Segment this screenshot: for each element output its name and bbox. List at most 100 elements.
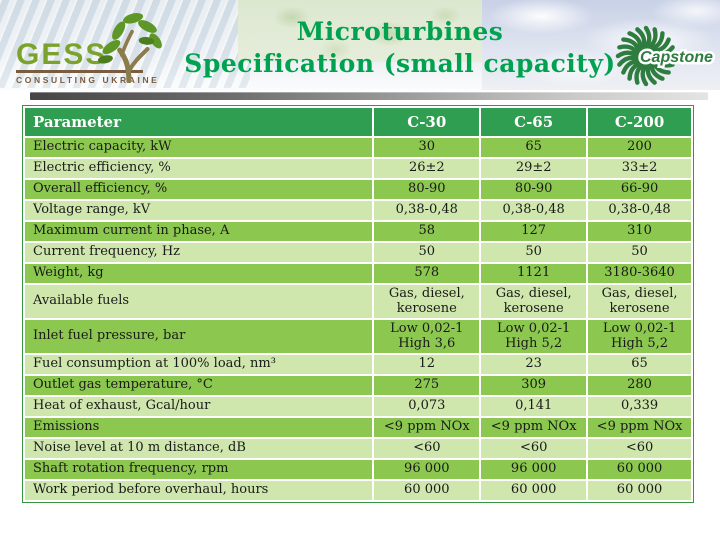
param-cell: Electric capacity, kW xyxy=(22,136,375,159)
value-cell: <60 xyxy=(586,437,693,460)
table-row: Maximum current in phase, A 58 127 310 xyxy=(22,220,693,243)
param-cell: Current frequency, Hz xyxy=(22,241,375,264)
param-cell: Weight, kg xyxy=(22,262,375,285)
value-cell: 58 xyxy=(372,220,482,243)
value-cell: Gas, diesel, kerosene xyxy=(586,283,693,320)
title-line-2: Specification (small capacity) xyxy=(184,49,616,78)
value-cell: 30 xyxy=(372,136,482,159)
slide-title: Microturbines Specification (small capac… xyxy=(160,16,640,80)
param-cell: Outlet gas temperature, °C xyxy=(22,374,375,397)
value-cell: <60 xyxy=(479,437,589,460)
value-cell: 0,141 xyxy=(479,395,589,418)
value-cell: 0,38-0,48 xyxy=(372,199,482,222)
value-cell: <9 ppm NOx xyxy=(479,416,589,439)
param-cell: Emissions xyxy=(22,416,375,439)
value-cell: 65 xyxy=(479,136,589,159)
value-cell: 280 xyxy=(586,374,693,397)
table-row: Voltage range, kV 0,38-0,48 0,38-0,48 0,… xyxy=(22,199,693,222)
param-cell: Voltage range, kV xyxy=(22,199,375,222)
table-row: Weight, kg 578 1121 3180-3640 xyxy=(22,262,693,285)
param-cell: Available fuels xyxy=(22,283,375,320)
value-cell: 80-90 xyxy=(372,178,482,201)
gess-logo-name: GESS xyxy=(16,40,144,73)
value-cell: 29±2 xyxy=(479,157,589,180)
param-cell: Work period before overhaul, hours xyxy=(22,479,375,502)
title-line-1: Microturbines xyxy=(296,17,504,46)
value-cell: Low 0,02-1 High 5,2 xyxy=(479,318,589,355)
gradient-divider-bar xyxy=(30,92,708,100)
table-row: Heat of exhaust, Gcal/hour 0,073 0,141 0… xyxy=(22,395,693,418)
value-cell: Gas, diesel, kerosene xyxy=(372,283,482,320)
value-cell: 0,339 xyxy=(586,395,693,418)
table-row: Emissions <9 ppm NOx <9 ppm NOx <9 ppm N… xyxy=(22,416,693,439)
param-cell: Shaft rotation frequency, rpm xyxy=(22,458,375,481)
param-cell: Electric efficiency, % xyxy=(22,157,375,180)
value-cell: 309 xyxy=(479,374,589,397)
value-cell: 96 000 xyxy=(479,458,589,481)
param-cell: Maximum current in phase, A xyxy=(22,220,375,243)
table-row: Current frequency, Hz 50 50 50 xyxy=(22,241,693,264)
value-cell: <9 ppm NOx xyxy=(372,416,482,439)
value-cell: 60 000 xyxy=(586,458,693,481)
table-row: Electric efficiency, % 26±2 29±2 33±2 xyxy=(22,157,693,180)
capstone-logo: Capstone xyxy=(614,20,718,90)
capstone-logo-text: Capstone xyxy=(640,49,713,66)
value-cell: 96 000 xyxy=(372,458,482,481)
value-cell: Low 0,02-1 High 5,2 xyxy=(586,318,693,355)
param-cell: Heat of exhaust, Gcal/hour xyxy=(22,395,375,418)
value-cell: 275 xyxy=(372,374,482,397)
column-header-c65: C-65 xyxy=(479,106,589,138)
value-cell: 60 000 xyxy=(586,479,693,502)
table-row: Inlet fuel pressure, bar Low 0,02-1 High… xyxy=(22,318,693,355)
table-row: Noise level at 10 m distance, dB <60 <60… xyxy=(22,437,693,460)
value-cell: 1121 xyxy=(479,262,589,285)
value-cell: 60 000 xyxy=(479,479,589,502)
table-header-row: Parameter C-30 C-65 C-200 xyxy=(22,106,693,138)
value-cell: 80-90 xyxy=(479,178,589,201)
table-row: Outlet gas temperature, °C 275 309 280 xyxy=(22,374,693,397)
value-cell: Low 0,02-1 High 3,6 xyxy=(372,318,482,355)
capstone-swirl-icon: Capstone xyxy=(614,20,716,90)
value-cell: Gas, diesel, kerosene xyxy=(479,283,589,320)
value-cell: 0,073 xyxy=(372,395,482,418)
gess-logo: GESS CONSULTING UKRAINE xyxy=(16,13,206,88)
value-cell: 0,38-0,48 xyxy=(479,199,589,222)
value-cell: 200 xyxy=(586,136,693,159)
param-cell: Noise level at 10 m distance, dB xyxy=(22,437,375,460)
param-cell: Fuel consumption at 100% load, nm³ xyxy=(22,353,375,376)
value-cell: 65 xyxy=(586,353,693,376)
table-row: Available fuels Gas, diesel, kerosene Ga… xyxy=(22,283,693,320)
gess-logo-subtitle: CONSULTING UKRAINE xyxy=(16,75,160,85)
table-row: Shaft rotation frequency, rpm 96 000 96 … xyxy=(22,458,693,481)
value-cell: 23 xyxy=(479,353,589,376)
header-band: Microturbines Specification (small capac… xyxy=(0,0,720,90)
table-row: Fuel consumption at 100% load, nm³ 12 23… xyxy=(22,353,693,376)
value-cell: 26±2 xyxy=(372,157,482,180)
value-cell: 66-90 xyxy=(586,178,693,201)
value-cell: <60 xyxy=(372,437,482,460)
value-cell: 60 000 xyxy=(372,479,482,502)
value-cell: 3180-3640 xyxy=(586,262,693,285)
value-cell: 33±2 xyxy=(586,157,693,180)
table-row: Work period before overhaul, hours 60 00… xyxy=(22,479,693,502)
leaf-texture-background xyxy=(238,0,482,62)
value-cell: 578 xyxy=(372,262,482,285)
value-cell: 127 xyxy=(479,220,589,243)
value-cell: 50 xyxy=(372,241,482,264)
column-header-c30: C-30 xyxy=(372,106,482,138)
value-cell: 12 xyxy=(372,353,482,376)
table-row: Electric capacity, kW 30 65 200 xyxy=(22,136,693,159)
value-cell: 50 xyxy=(479,241,589,264)
spec-table: Parameter C-30 C-65 C-200 Electric capac… xyxy=(22,105,694,503)
clouds-background xyxy=(482,0,720,90)
tree-icon xyxy=(98,13,162,83)
param-cell: Overall efficiency, % xyxy=(22,178,375,201)
value-cell: <9 ppm NOx xyxy=(586,416,693,439)
value-cell: 0,38-0,48 xyxy=(586,199,693,222)
value-cell: 310 xyxy=(586,220,693,243)
table-row: Overall efficiency, % 80-90 80-90 66-90 xyxy=(22,178,693,201)
column-header-c200: C-200 xyxy=(586,106,693,138)
param-cell: Inlet fuel pressure, bar xyxy=(22,318,375,355)
value-cell: 50 xyxy=(586,241,693,264)
